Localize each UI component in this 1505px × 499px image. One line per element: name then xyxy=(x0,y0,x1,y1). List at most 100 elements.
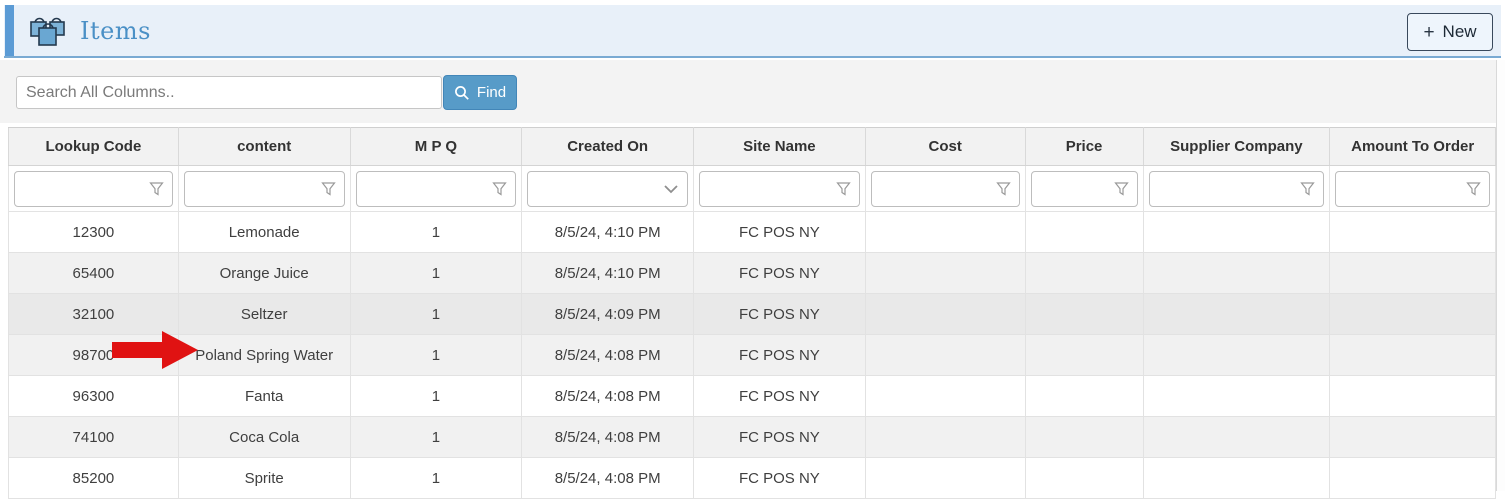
cell-mpq[interactable]: 1 xyxy=(349,252,523,294)
cell-amount_to_order[interactable] xyxy=(1329,375,1496,417)
filter-input-amount_to_order[interactable] xyxy=(1335,170,1490,207)
cell-lookup_code[interactable]: 32100 xyxy=(8,293,179,335)
filter-input-lookup_code[interactable] xyxy=(14,170,173,207)
filter-funnel-icon[interactable] xyxy=(995,181,1011,196)
cell-content[interactable]: Orange Juice xyxy=(177,252,351,294)
column-header-supplier_company[interactable]: Supplier Company xyxy=(1142,127,1331,166)
column-header-amount_to_order[interactable]: Amount To Order xyxy=(1329,127,1496,166)
cell-lookup_code[interactable]: 98700 xyxy=(8,334,179,376)
cell-site_name[interactable]: FC POS NY xyxy=(693,211,866,253)
cell-content[interactable]: Sprite xyxy=(177,457,351,499)
filter-funnel-icon[interactable] xyxy=(149,181,164,196)
cell-amount_to_order[interactable] xyxy=(1329,416,1496,458)
cell-price[interactable] xyxy=(1024,375,1144,417)
cell-content[interactable]: Lemonade xyxy=(177,211,351,253)
column-header-cost[interactable]: Cost xyxy=(864,127,1026,166)
chevron-down-icon[interactable] xyxy=(663,184,679,194)
filter-funnel-icon[interactable] xyxy=(1113,181,1129,196)
cell-amount_to_order[interactable] xyxy=(1329,334,1496,376)
find-button[interactable]: Find xyxy=(443,75,517,110)
filter-input-cost[interactable] xyxy=(870,170,1020,207)
column-header-created_on[interactable]: Created On xyxy=(521,127,695,166)
cell-amount_to_order[interactable] xyxy=(1329,457,1496,499)
cell-created_on[interactable]: 8/5/24, 4:10 PM xyxy=(521,252,695,294)
cell-cost[interactable] xyxy=(864,334,1026,376)
cell-price[interactable] xyxy=(1024,416,1144,458)
column-header-mpq[interactable]: M P Q xyxy=(349,127,523,166)
search-input[interactable] xyxy=(16,76,442,109)
cell-supplier_company[interactable] xyxy=(1142,416,1331,458)
cell-created_on[interactable]: 8/5/24, 4:08 PM xyxy=(521,457,695,499)
cell-price[interactable] xyxy=(1024,252,1144,294)
cell-price[interactable] xyxy=(1024,211,1144,253)
cell-mpq[interactable]: 1 xyxy=(349,334,523,376)
cell-created_on[interactable]: 8/5/24, 4:08 PM xyxy=(521,375,695,417)
filter-input-site_name[interactable] xyxy=(699,170,860,207)
cell-price[interactable] xyxy=(1024,457,1144,499)
cell-created_on[interactable]: 8/5/24, 4:10 PM xyxy=(521,211,695,253)
cell-created_on[interactable]: 8/5/24, 4:08 PM xyxy=(521,416,695,458)
cell-lookup_code[interactable]: 65400 xyxy=(8,252,179,294)
cell-content[interactable]: Coca Cola xyxy=(177,416,351,458)
cell-cost[interactable] xyxy=(864,375,1026,417)
cell-supplier_company[interactable] xyxy=(1142,252,1331,294)
cell-content[interactable]: Fanta xyxy=(177,375,351,417)
filter-funnel-icon[interactable] xyxy=(1300,181,1316,196)
filter-input-content[interactable] xyxy=(183,170,345,207)
cell-mpq[interactable]: 1 xyxy=(349,293,523,335)
table-row[interactable]: 96300 Fanta 1 8/5/24, 4:08 PM FC POS NY xyxy=(8,375,1496,417)
cell-site_name[interactable]: FC POS NY xyxy=(693,293,866,335)
table-row[interactable]: 12300 Lemonade 1 8/5/24, 4:10 PM FC POS NY xyxy=(8,211,1496,253)
cell-price[interactable] xyxy=(1024,293,1144,335)
cell-cost[interactable] xyxy=(864,416,1026,458)
column-header-price[interactable]: Price xyxy=(1024,127,1144,166)
vertical-scrollbar[interactable] xyxy=(1496,60,1505,491)
cell-lookup_code[interactable]: 12300 xyxy=(8,211,179,253)
cell-cost[interactable] xyxy=(864,252,1026,294)
column-header-content[interactable]: content xyxy=(177,127,351,166)
cell-price[interactable] xyxy=(1024,334,1144,376)
cell-cost[interactable] xyxy=(864,457,1026,499)
cell-site_name[interactable]: FC POS NY xyxy=(693,334,866,376)
cell-site_name[interactable]: FC POS NY xyxy=(693,416,866,458)
cell-site_name[interactable]: FC POS NY xyxy=(693,375,866,417)
cell-amount_to_order[interactable] xyxy=(1329,293,1496,335)
cell-lookup_code[interactable]: 96300 xyxy=(8,375,179,417)
filter-input-mpq[interactable] xyxy=(355,170,517,207)
cell-created_on[interactable]: 8/5/24, 4:08 PM xyxy=(521,334,695,376)
table-row[interactable]: 65400 Orange Juice 1 8/5/24, 4:10 PM FC POS … xyxy=(8,252,1496,294)
table-row[interactable]: 98700 Poland Spring Water 1 8/5/24, 4:08 PM… xyxy=(8,334,1496,376)
filter-input-price[interactable] xyxy=(1030,170,1138,207)
filter-funnel-icon[interactable] xyxy=(492,181,508,196)
cell-supplier_company[interactable] xyxy=(1142,293,1331,335)
filter-input-created_on[interactable] xyxy=(527,170,689,207)
cell-mpq[interactable]: 1 xyxy=(349,416,523,458)
cell-content[interactable]: Poland Spring Water xyxy=(177,334,351,376)
cell-lookup_code[interactable]: 74100 xyxy=(8,416,179,458)
cell-site_name[interactable]: FC POS NY xyxy=(693,457,866,499)
cell-mpq[interactable]: 1 xyxy=(349,457,523,499)
cell-amount_to_order[interactable] xyxy=(1329,211,1496,253)
column-header-lookup_code[interactable]: Lookup Code xyxy=(8,127,179,166)
cell-site_name[interactable]: FC POS NY xyxy=(693,252,866,294)
filter-funnel-icon[interactable] xyxy=(1466,181,1481,196)
filter-funnel-icon[interactable] xyxy=(320,181,336,196)
cell-cost[interactable] xyxy=(864,211,1026,253)
cell-created_on[interactable]: 8/5/24, 4:09 PM xyxy=(521,293,695,335)
filter-input-supplier_company[interactable] xyxy=(1148,170,1325,207)
cell-supplier_company[interactable] xyxy=(1142,334,1331,376)
cell-cost[interactable] xyxy=(864,293,1026,335)
new-button[interactable]: + New xyxy=(1407,13,1493,51)
cell-amount_to_order[interactable] xyxy=(1329,252,1496,294)
table-row[interactable]: 32100 Seltzer 1 8/5/24, 4:09 PM FC POS NY xyxy=(8,293,1496,335)
table-row[interactable]: 74100 Coca Cola 1 8/5/24, 4:08 PM FC POS NY xyxy=(8,416,1496,458)
filter-funnel-icon[interactable] xyxy=(836,181,851,196)
cell-supplier_company[interactable] xyxy=(1142,375,1331,417)
cell-supplier_company[interactable] xyxy=(1142,211,1331,253)
cell-mpq[interactable]: 1 xyxy=(349,375,523,417)
cell-mpq[interactable]: 1 xyxy=(349,211,523,253)
cell-lookup_code[interactable]: 85200 xyxy=(8,457,179,499)
cell-supplier_company[interactable] xyxy=(1142,457,1331,499)
table-row[interactable]: 85200 Sprite 1 8/5/24, 4:08 PM FC POS NY xyxy=(8,457,1496,499)
cell-content[interactable]: Seltzer xyxy=(177,293,351,335)
